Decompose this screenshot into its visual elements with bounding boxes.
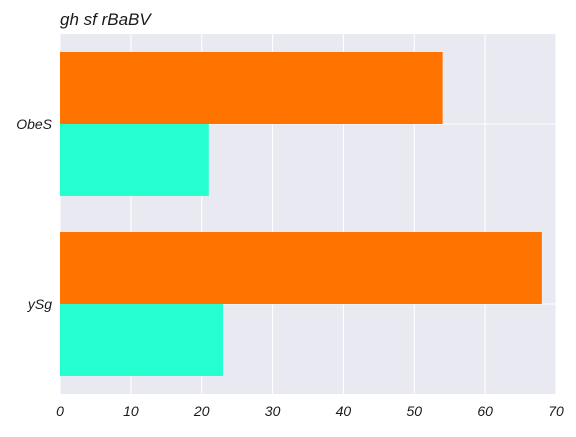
x-tick-label: 70 [548, 403, 564, 419]
x-tick-label: 10 [123, 403, 139, 419]
bar-ySg-series-1 [60, 232, 542, 304]
x-tick-label: 30 [265, 403, 281, 419]
y-tick-label: ySg [27, 296, 52, 312]
chart-title: gh sf rBaBV [60, 10, 152, 29]
bar-ObeS-series-1 [60, 52, 443, 124]
x-tick-label: 60 [477, 403, 493, 419]
x-tick-label: 40 [336, 403, 352, 419]
y-tick-labels: ySg ObeS [16, 116, 52, 312]
x-tick-label: 50 [406, 403, 422, 419]
bar-ObeS-series-0 [60, 124, 209, 196]
bar-ySg-series-0 [60, 304, 223, 376]
x-tick-labels: 0 10 20 30 40 50 60 70 [56, 403, 564, 419]
x-tick-label: 0 [56, 403, 64, 419]
x-tick-label: 20 [193, 403, 210, 419]
bars [60, 52, 542, 376]
y-tick-label: ObeS [16, 116, 52, 132]
